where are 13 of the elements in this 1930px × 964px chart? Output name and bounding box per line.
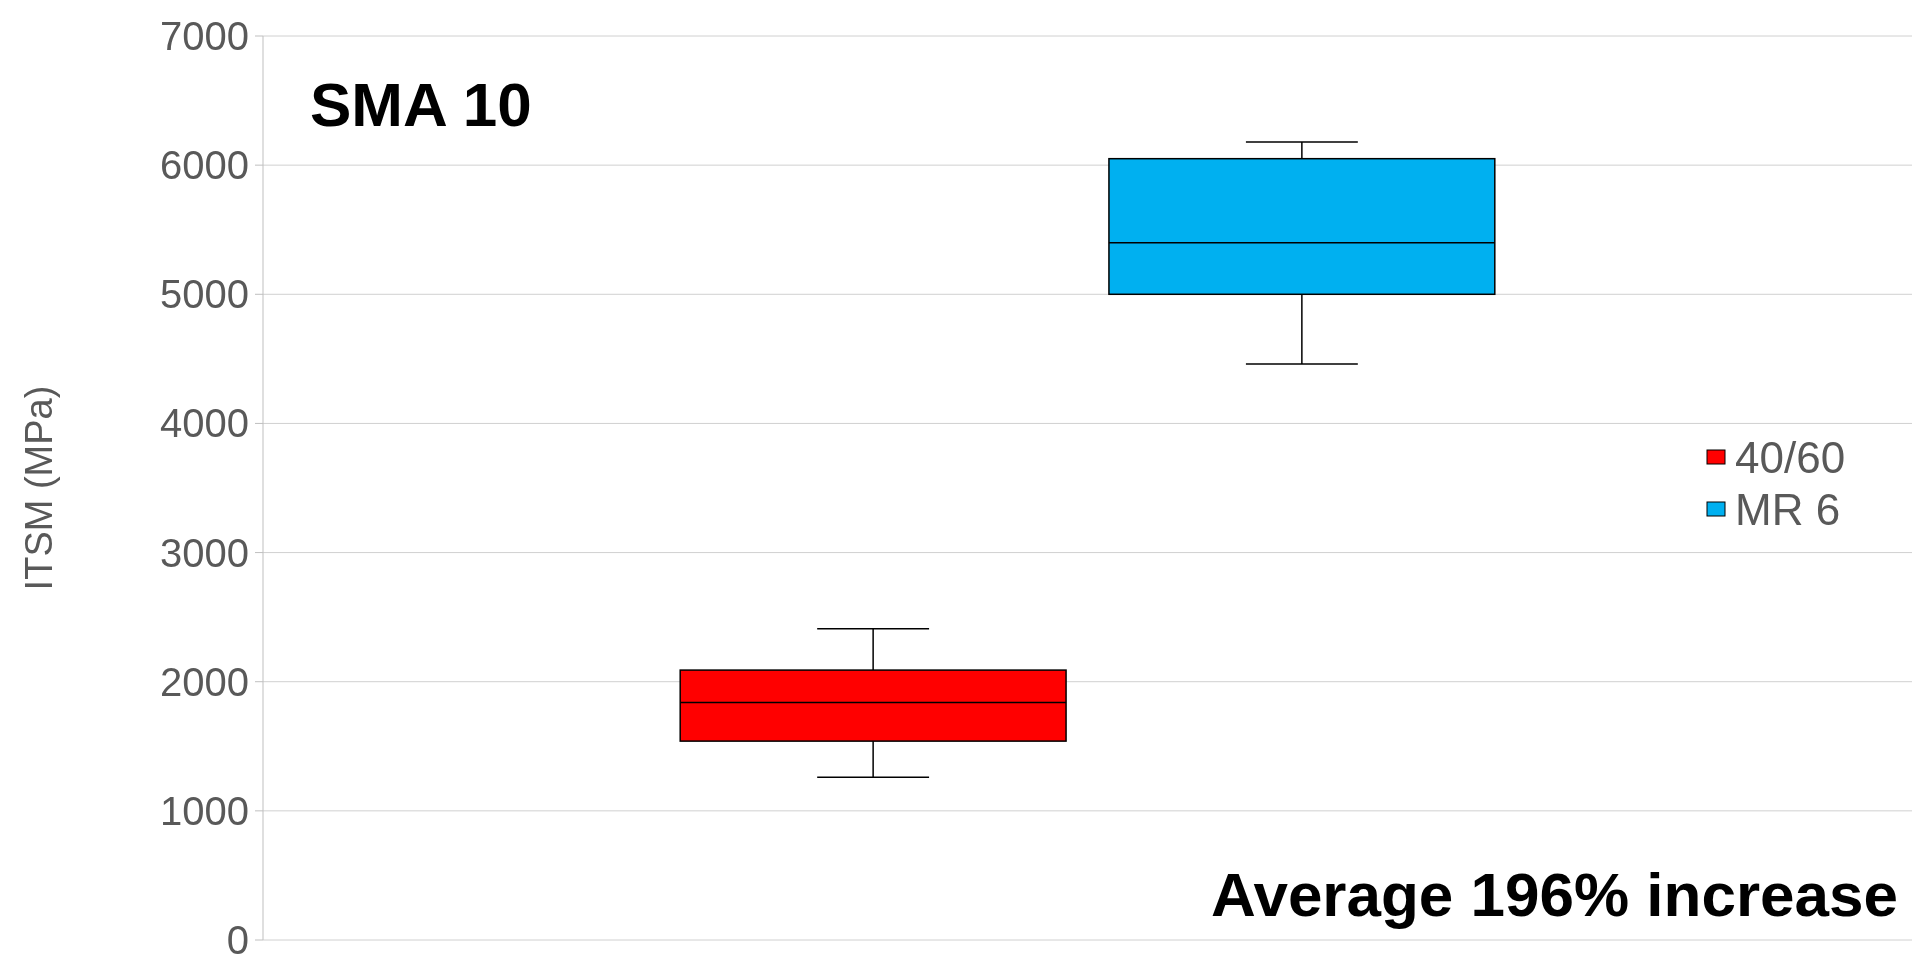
y-tick-label: 7000 — [160, 14, 249, 58]
text: SMA 10 — [310, 70, 532, 139]
y-tick-label: 3000 — [160, 530, 249, 575]
legend-label: 40/60 — [1735, 433, 1846, 483]
y-axis-title: ITSM (MPa) — [18, 385, 60, 591]
annotation: Average 196% increase — [1210, 860, 1898, 929]
y-tick-label: 0 — [226, 918, 249, 962]
y-tick-label: 2000 — [160, 659, 249, 704]
y-tick-label: 5000 — [160, 272, 249, 317]
legend-label: MR 6 — [1735, 485, 1841, 535]
y-tick-label: 1000 — [160, 788, 249, 833]
y-tick-label: 4000 — [160, 401, 249, 446]
y-tick-label: 6000 — [160, 143, 249, 188]
